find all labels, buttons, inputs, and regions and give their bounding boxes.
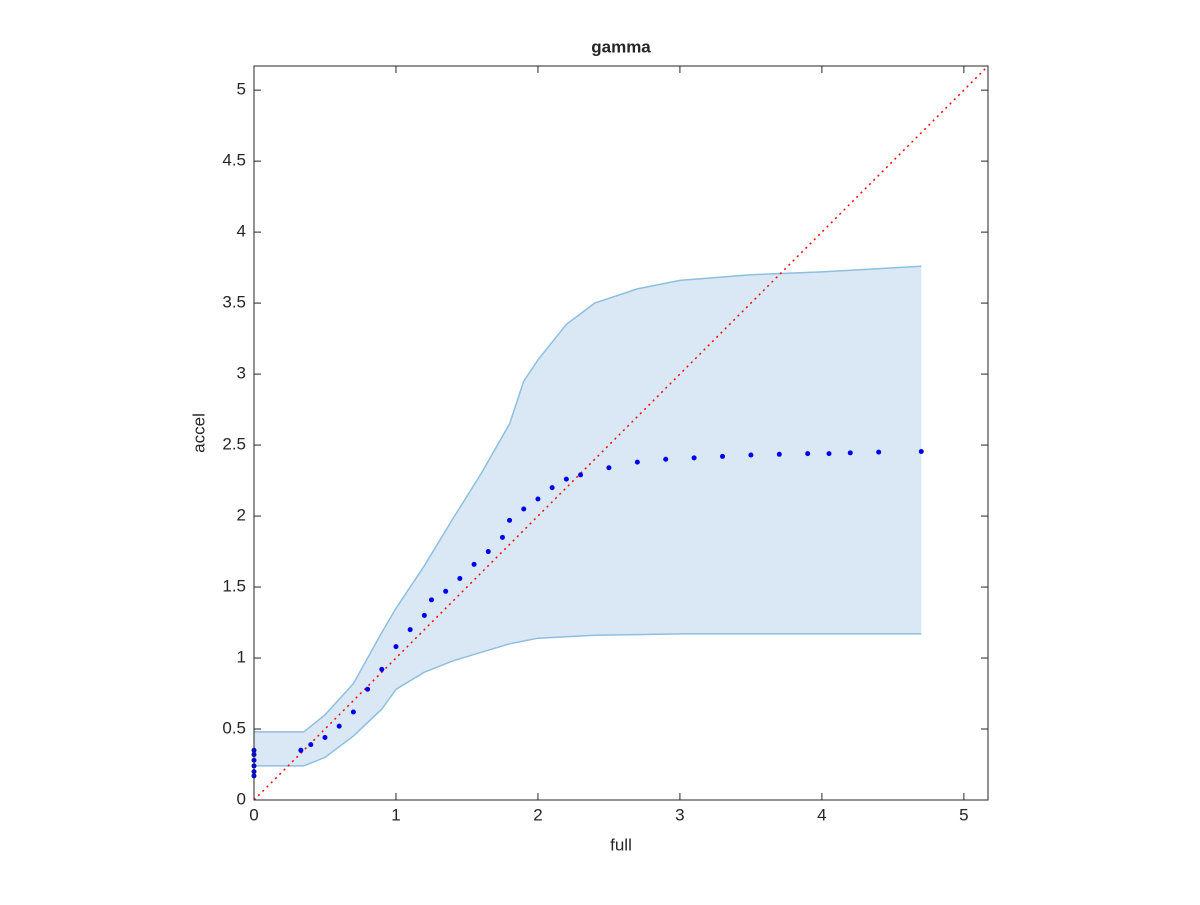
data-point — [471, 561, 477, 567]
data-point — [720, 453, 726, 459]
data-point — [521, 506, 527, 512]
data-point — [457, 576, 463, 582]
y-tick-label: 2 — [237, 506, 246, 525]
band-upper — [254, 265, 922, 733]
data-point — [578, 472, 584, 478]
y-axis-label: accel — [189, 413, 208, 453]
data-point — [407, 627, 413, 633]
data-point — [485, 549, 491, 555]
x-tick-label: 5 — [959, 805, 968, 824]
data-point — [322, 735, 328, 741]
y-tick-label: 1 — [237, 648, 246, 667]
data-point — [535, 496, 541, 502]
data-point — [443, 588, 449, 594]
y-tick-label: 0.5 — [222, 718, 246, 737]
chart-title: gamma — [591, 37, 651, 56]
y-tick-label: 4.5 — [222, 151, 246, 170]
data-point — [563, 476, 569, 482]
x-tick-label: 0 — [249, 805, 258, 824]
y-tick-label: 0 — [237, 789, 246, 808]
data-point — [421, 612, 427, 618]
y-tick-label: 3 — [237, 364, 246, 383]
data-point — [826, 451, 832, 457]
y-tick-label: 5 — [237, 80, 246, 99]
y-tick-label: 1.5 — [222, 577, 246, 596]
data-point — [748, 452, 754, 458]
data-point — [776, 451, 782, 457]
data-point — [379, 666, 385, 672]
data-point — [428, 597, 434, 603]
data-point — [876, 449, 882, 455]
data-point — [350, 709, 356, 715]
x-tick-label: 2 — [533, 805, 542, 824]
y-tick-label: 4 — [237, 222, 246, 241]
x-tick-label: 1 — [391, 805, 400, 824]
data-point — [336, 723, 342, 729]
data-point — [606, 465, 612, 471]
data-point — [298, 747, 304, 753]
data-point — [847, 450, 853, 456]
data-point — [507, 517, 513, 523]
x-tick-label: 3 — [675, 805, 684, 824]
band-lower — [254, 633, 922, 767]
data-point — [691, 455, 697, 461]
reference-line — [253, 65, 989, 801]
x-axis-label: full — [610, 835, 632, 854]
y-tick-label: 3.5 — [222, 293, 246, 312]
data-point — [805, 451, 811, 457]
y-tick-label: 2.5 — [222, 435, 246, 454]
data-point — [308, 742, 314, 748]
confidence-band — [254, 266, 922, 766]
axes-box — [253, 65, 989, 801]
data-point — [918, 448, 924, 454]
data-point — [663, 456, 669, 462]
data-point — [549, 485, 555, 491]
data-point — [393, 644, 399, 650]
data-point — [365, 686, 371, 692]
data-point — [634, 459, 640, 465]
x-tick-label: 4 — [817, 805, 826, 824]
data-point — [499, 534, 505, 540]
